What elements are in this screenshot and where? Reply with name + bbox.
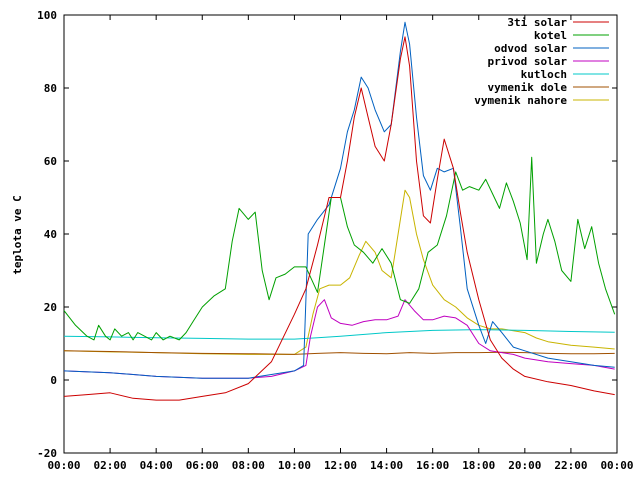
legend-label: privod solar	[488, 55, 568, 68]
y-tick-label: 100	[37, 9, 57, 22]
x-tick-label: 12:00	[324, 459, 357, 472]
y-tick-label: 20	[44, 301, 57, 314]
series-line-kotel	[63, 156, 616, 341]
x-tick-label: 04:00	[140, 459, 173, 472]
y-tick-label: 60	[44, 155, 57, 168]
y-tick-label: 40	[44, 228, 57, 241]
y-tick-label: 80	[44, 82, 57, 95]
legend-label: kutloch	[521, 68, 567, 81]
x-tick-label: 14:00	[370, 459, 403, 472]
series-line-odvod-solar	[63, 21, 615, 379]
x-tick-label: 16:00	[416, 459, 449, 472]
legend-label: 3ti solar	[507, 16, 567, 29]
x-tick-label: 10:00	[278, 459, 311, 472]
legend-label: vymenik nahore	[474, 94, 567, 107]
series-line-vymenik-dole	[63, 350, 615, 355]
series-line-vymenik-nahore	[63, 189, 615, 355]
legend-label: vymenik dole	[488, 81, 568, 94]
x-tick-label: 22:00	[554, 459, 587, 472]
y-tick-label: -20	[37, 447, 57, 460]
x-tick-label: 00:00	[47, 459, 80, 472]
legend-label: odvod solar	[494, 42, 567, 55]
x-tick-label: 06:00	[186, 459, 219, 472]
series-line-3ti-solar	[63, 36, 615, 401]
series-line-privod-solar	[63, 299, 615, 379]
y-tick-label: 0	[50, 374, 57, 387]
x-tick-label: 08:00	[232, 459, 265, 472]
x-tick-label: 00:00	[600, 459, 633, 472]
x-tick-label: 20:00	[508, 459, 541, 472]
x-tick-label: 02:00	[94, 459, 127, 472]
y-axis-title: teplota ve C	[11, 195, 24, 274]
series-line-kutloch	[63, 329, 615, 340]
x-tick-label: 18:00	[462, 459, 495, 472]
legend-label: kotel	[534, 29, 567, 42]
